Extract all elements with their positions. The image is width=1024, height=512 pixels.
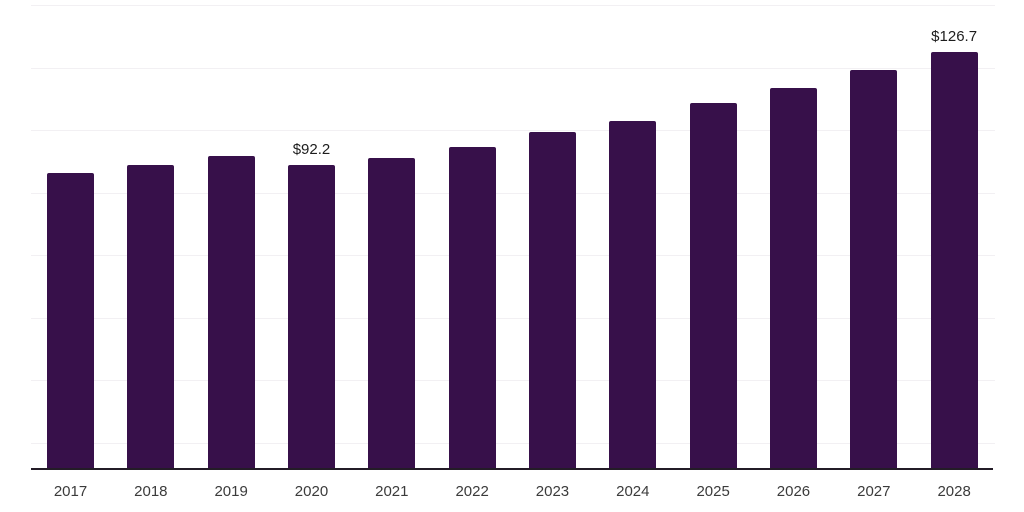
bar-2022[interactable] [448, 146, 496, 468]
x-tick-label-2023: 2023 [535, 483, 570, 500]
gridline [31, 380, 995, 381]
bar-2021[interactable] [368, 158, 416, 468]
x-tick-label-2028: 2028 [937, 483, 971, 500]
x-tick-label-2018: 2018 [134, 483, 168, 500]
x-tick-label-2019: 2019 [214, 483, 248, 500]
bar-2019[interactable] [207, 155, 255, 468]
x-tick-label-2022: 2022 [455, 483, 489, 500]
value-label-2028: $126.7 [931, 27, 978, 45]
gridline [31, 5, 995, 6]
x-tick-label-2024: 2024 [616, 483, 650, 500]
gridline [31, 193, 995, 194]
bar-2023[interactable] [528, 131, 576, 468]
gridline [31, 130, 995, 131]
bar-2020[interactable] [287, 165, 335, 468]
bar-2026[interactable] [769, 88, 817, 468]
value-label-2020: $92.2 [292, 141, 331, 159]
bar-2018[interactable] [127, 164, 175, 468]
bar-2024[interactable] [609, 120, 657, 468]
gridline [31, 318, 995, 319]
bar-2027[interactable] [850, 70, 898, 468]
x-tick-label-2021: 2021 [375, 483, 409, 500]
bar-2025[interactable] [689, 102, 737, 468]
x-tick-label-2027: 2027 [857, 483, 891, 500]
x-tick-label-2025: 2025 [696, 483, 730, 500]
x-axis-line [31, 468, 993, 470]
gridline [31, 68, 995, 69]
bar-2017[interactable] [47, 173, 94, 468]
gridline [31, 255, 995, 256]
x-tick-label-2017: 2017 [53, 483, 88, 500]
gridline [31, 443, 995, 444]
x-tick-label-2020: 2020 [294, 483, 329, 500]
bar-2028[interactable] [930, 51, 978, 468]
x-tick-label-2026: 2026 [776, 483, 811, 500]
